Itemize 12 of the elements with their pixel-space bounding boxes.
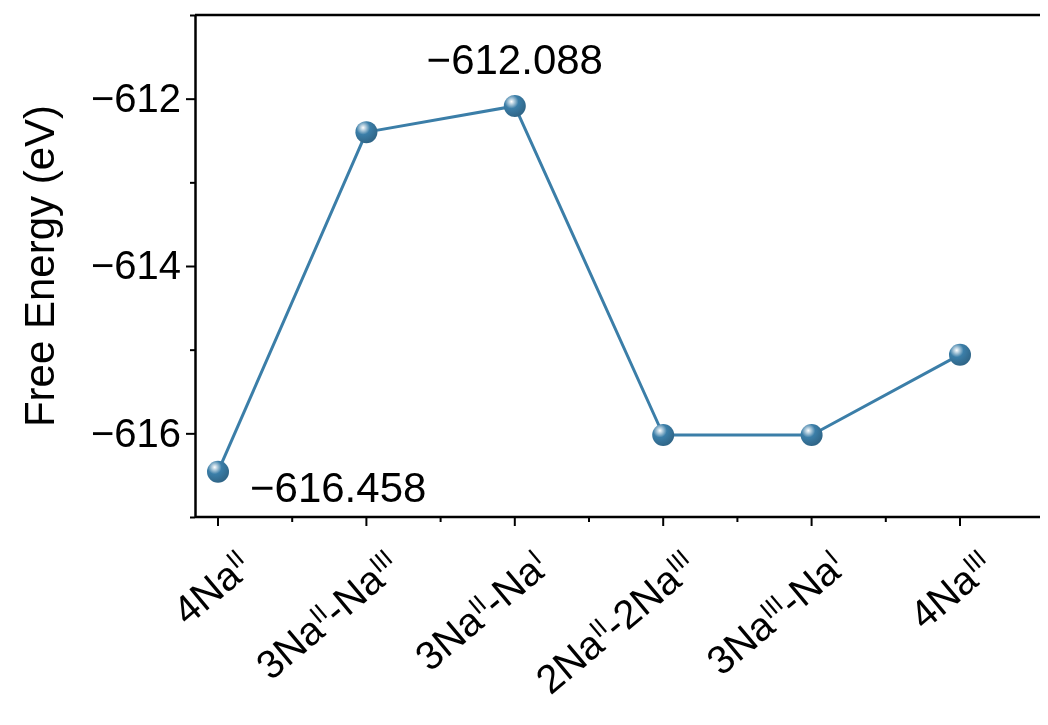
- y-tick-label: −616: [90, 410, 181, 455]
- y-tick-label: −612: [90, 75, 181, 120]
- point: [949, 343, 971, 366]
- point: [652, 424, 675, 446]
- y-tick-label: −614: [90, 243, 181, 288]
- y-axis-title: Free Energy (eV): [16, 104, 63, 428]
- point: [355, 121, 378, 144]
- data-label: −612.088: [426, 36, 603, 84]
- data-label: −616.458: [250, 463, 427, 511]
- point: [800, 424, 823, 446]
- point: [207, 460, 229, 483]
- point: [503, 95, 526, 118]
